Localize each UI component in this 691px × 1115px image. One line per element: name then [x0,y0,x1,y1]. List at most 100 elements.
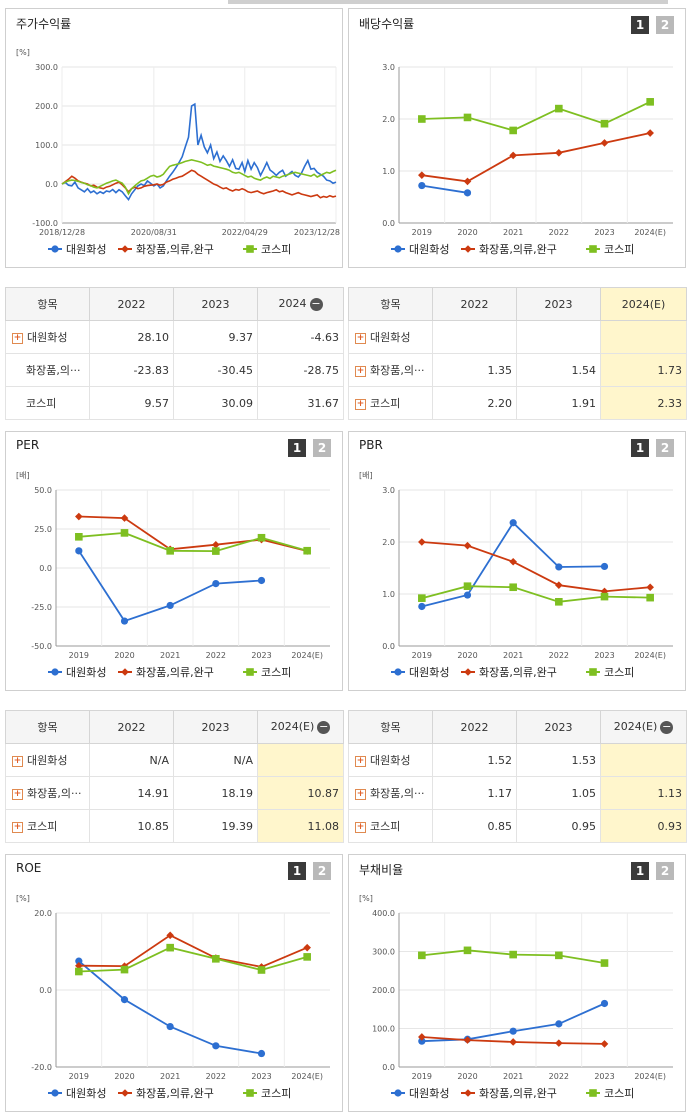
page-2-button[interactable]: 2 [313,862,331,880]
per-table: 항목 2022 2023 2024(E) − + 대원화성 N/A N/A + 화장품… [5,710,344,843]
data-point [509,1027,517,1035]
page-1-button[interactable]: 1 [288,439,306,457]
cell [516,320,601,354]
collapse-icon[interactable]: − [309,296,323,311]
header-2022: 2022 [432,287,517,321]
data-point [212,955,220,963]
collapse-icon[interactable]: − [660,719,674,734]
data-point [257,533,266,542]
table-row: + 코스피 10.85 19.39 11.08 [5,809,344,843]
data-point [646,98,654,106]
expand-icon[interactable]: + [12,332,23,344]
header-2024e: 2024(E) − [257,710,344,744]
expand-icon[interactable]: + [355,788,366,800]
data-point [509,583,517,592]
data-point [509,151,517,160]
x-tick-label: 2024(E) [634,228,666,237]
y-tick-label: 3.0 [382,486,395,495]
x-tick-label: 2020/08/31 [131,228,177,237]
data-point [246,245,254,253]
table-row: + 대원화성 N/A N/A [5,743,344,777]
dividend-table: 항목 2022 2023 2024(E) + 대원화성 + 화장품,의··· 1.3… [348,287,687,420]
data-point [555,149,563,157]
x-tick-label: 2019 [69,651,89,660]
page-1-button[interactable]: 1 [631,16,649,34]
page-2-button[interactable]: 2 [313,439,331,457]
cell: 28.10 [89,320,174,354]
data-point [600,1040,609,1048]
data-point [75,957,83,965]
y-tick-label: 200.0 [35,102,58,111]
x-tick-label: 2021 [503,1072,523,1081]
data-point [555,1039,563,1047]
data-point [464,668,472,676]
data-point [463,1036,472,1044]
series-line [421,585,651,603]
data-point [166,943,174,952]
cell: 31.67 [257,386,344,420]
page-2-button[interactable]: 2 [656,16,674,34]
data-point [51,245,59,253]
expand-icon[interactable]: + [355,821,366,833]
data-point [418,538,426,546]
data-point [75,547,83,555]
cell [600,743,687,777]
expand-icon[interactable]: + [355,398,366,410]
data-point [418,115,426,123]
data-point [463,113,472,122]
expand-icon[interactable]: + [12,821,23,833]
panel-title: 주가수익률 [16,17,72,31]
header-item: 항목 [348,287,433,321]
data-point [257,966,266,974]
series-line [421,132,651,183]
page-2-button[interactable]: 2 [656,439,674,457]
x-tick-label: 2019 [412,651,432,660]
collapse-icon[interactable]: − [317,719,331,734]
y-tick-label: 3.0 [382,63,395,72]
x-tick-label: 2022/04/29 [222,228,268,237]
header-2023: 2023 [516,287,601,321]
panel-title: 부채비율 [359,863,404,877]
legend-label: 대원화성 [66,243,106,256]
data-point [464,1089,472,1097]
row-name: 화장품,의··· [26,364,81,377]
row-name: 화장품,의··· [370,364,425,377]
page-2-button[interactable]: 2 [656,862,674,880]
legend-label: 대원화성 [409,243,449,256]
data-point [600,999,609,1008]
y-tick-label: 300.0 [372,948,395,957]
expand-icon[interactable]: + [355,365,366,377]
data-point [463,591,472,599]
legend-label: 화장품,의류,완구 [136,666,214,679]
cell: 10.87 [257,776,344,810]
data-point [600,592,609,601]
data-point [555,951,563,960]
y-tick-label: 50.0 [34,486,52,495]
header-2024e: 2024(E) [600,287,687,321]
data-point [246,1089,254,1097]
cell: 18.19 [173,776,258,810]
y-tick-label: 2.0 [382,538,395,547]
expand-icon[interactable]: + [355,755,366,767]
expand-icon[interactable]: + [355,332,366,344]
data-point [75,533,83,541]
data-point [464,245,472,253]
expand-icon[interactable]: + [12,788,23,800]
page-1-button[interactable]: 1 [288,862,306,880]
cell: -4.63 [257,320,344,354]
y-tick-label: 1.0 [382,167,395,176]
header-2022: 2022 [89,287,174,321]
data-point [463,177,472,186]
page-1-button[interactable]: 1 [631,439,649,457]
data-point [509,557,517,566]
page-1-button[interactable]: 1 [631,862,649,880]
data-point [418,951,426,960]
legend-label: 화장품,의류,완구 [479,1087,557,1100]
expand-icon[interactable]: + [12,755,23,767]
cell: 2.20 [432,386,517,420]
cell: 1.17 [432,776,517,810]
legend-label: 화장품,의류,완구 [479,243,557,256]
header-2024-label: 2024 [278,297,307,311]
x-tick-label: 2024(E) [291,651,323,660]
cell: 1.91 [516,386,601,420]
